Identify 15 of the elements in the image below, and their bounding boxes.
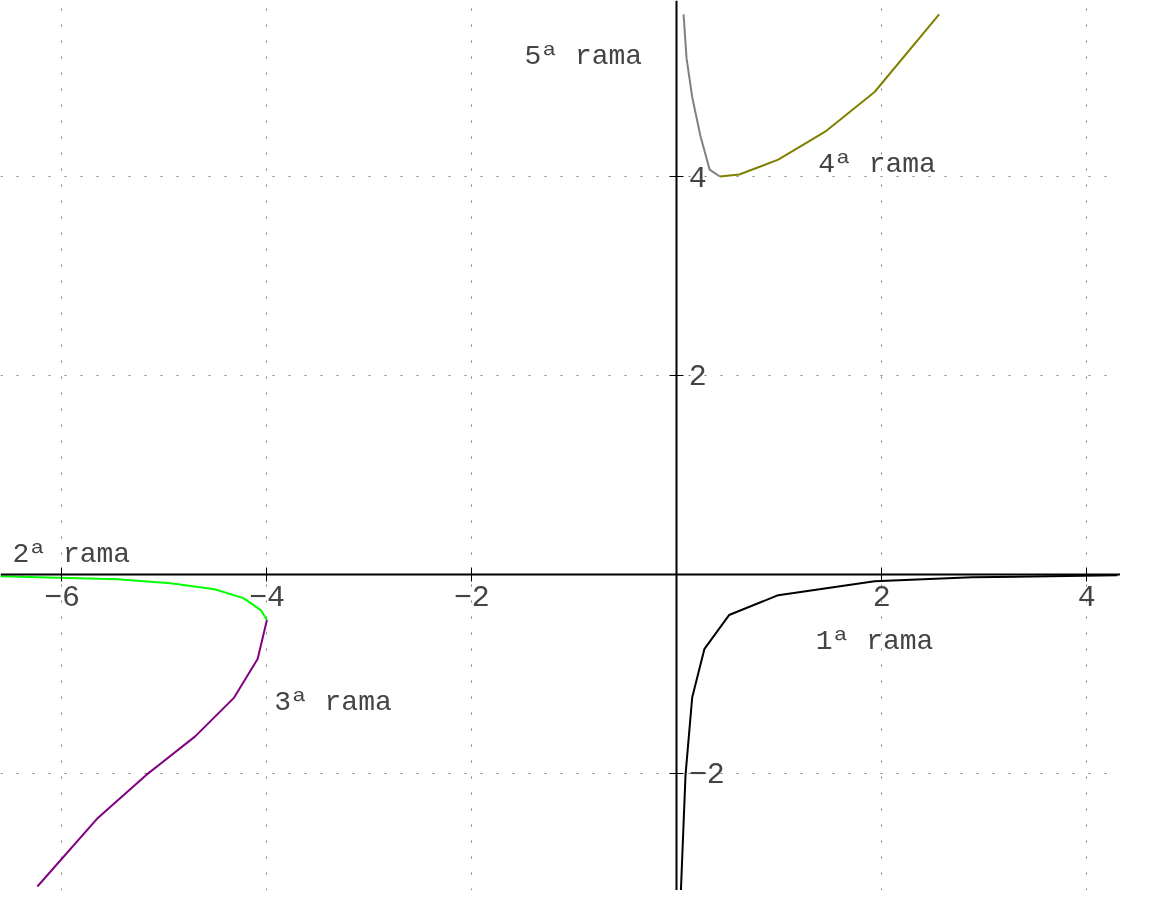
series-label: 1ª rama xyxy=(815,625,934,657)
line-series xyxy=(718,13,941,178)
x-tick-label: −4 xyxy=(248,581,285,616)
x-tick-label: 2 xyxy=(872,581,891,616)
series-label: 3ª rama xyxy=(274,687,392,719)
x-tick-label: −2 xyxy=(453,581,490,616)
y-tick-label: 4 xyxy=(688,161,707,196)
series-label: 4ª rama xyxy=(818,149,936,181)
x-tick-label: −6 xyxy=(43,581,80,616)
y-tick-label: 2 xyxy=(688,360,707,395)
y-tick-label: −2 xyxy=(688,758,725,793)
series-label: 5ª rama xyxy=(524,41,643,73)
x-tick-label: 4 xyxy=(1077,581,1096,616)
series-label: 2ª rama xyxy=(12,538,131,570)
line-series xyxy=(36,619,268,888)
